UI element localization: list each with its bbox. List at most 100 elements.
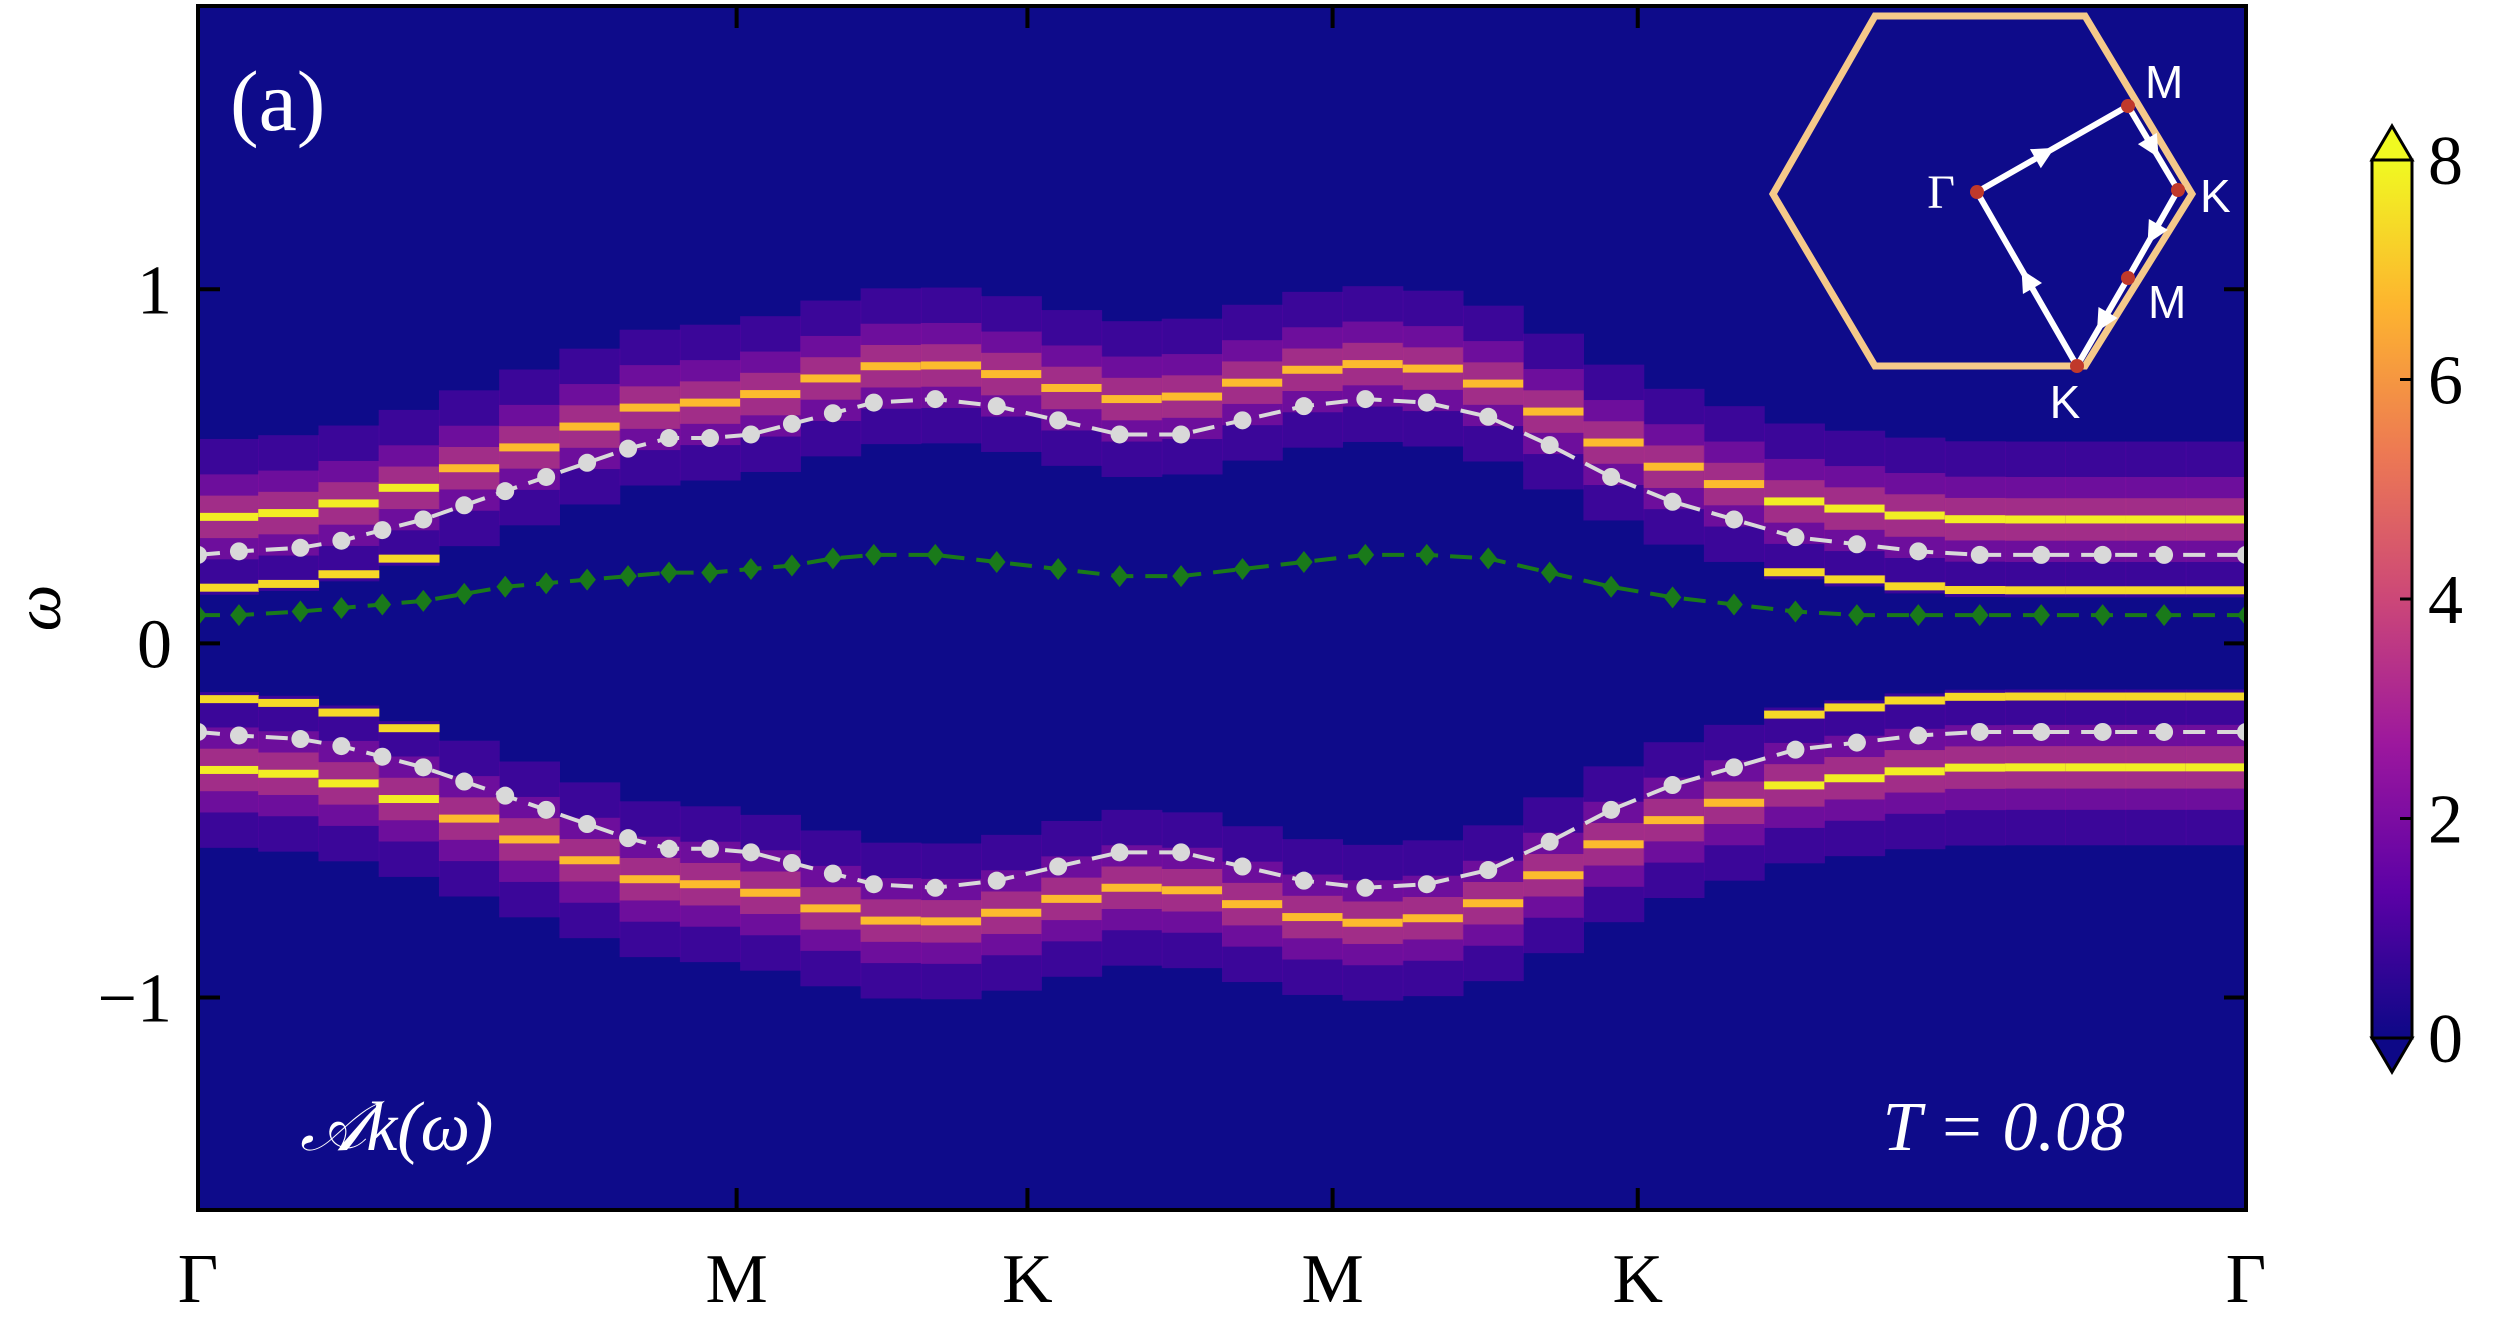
heatmap-peak [2125, 692, 2187, 701]
series-point [1356, 390, 1375, 409]
path-arrow-icon [2137, 132, 2159, 158]
series-point [1172, 565, 1190, 588]
heatmap-peak [2065, 586, 2127, 595]
colorbar-tick-label: 2 [2428, 782, 2463, 859]
series-point [1049, 411, 1068, 430]
series-point [578, 453, 597, 472]
series-point [701, 561, 719, 584]
heatmap-peak [1583, 840, 1645, 849]
series-point [455, 582, 474, 605]
series-point [1848, 604, 1866, 627]
heatmap-peak [2005, 763, 2066, 772]
heatmap-peak [1884, 767, 1946, 776]
series-point [1110, 425, 1129, 444]
series-point [229, 726, 248, 745]
series-point [1110, 843, 1129, 862]
series-point [701, 429, 719, 448]
heatmap-peak [1884, 511, 1946, 520]
heatmap-peak [1402, 364, 1464, 373]
series-point [496, 786, 515, 805]
heatmap-peak [258, 698, 320, 707]
series-point [660, 839, 679, 858]
heatmap-peak [1462, 899, 1524, 908]
y-tick-label: 1 [137, 252, 172, 329]
series-point [2093, 604, 2112, 627]
series-point [926, 878, 945, 897]
path-arrow-icon [2021, 269, 2043, 295]
series-point [414, 758, 433, 777]
heatmap-peak [1764, 497, 1825, 506]
heatmap-peak [2125, 515, 2187, 524]
series-point [2093, 545, 2112, 564]
heatmap-peak [981, 370, 1042, 379]
series-point [455, 772, 474, 791]
series-point [198, 722, 207, 741]
heatmap-peak [1222, 378, 1283, 387]
y-axis-title: ω [2, 585, 75, 632]
series-point [1540, 561, 1559, 584]
x-axis-ticks: Γ M K M K Γ [178, 6, 2266, 1318]
heatmap-peak [740, 390, 801, 399]
series-point [823, 864, 842, 883]
heatmap-peak [258, 769, 320, 778]
spectral-heatmap [198, 286, 2246, 1001]
series-point [619, 439, 638, 458]
series-point [2032, 722, 2051, 741]
y-axis-ticks: 1 0 −1 [98, 252, 2246, 1038]
series-point [414, 510, 433, 529]
series-point [1970, 722, 1989, 741]
series-point [332, 737, 351, 756]
series-point [1479, 407, 1498, 426]
series-point [537, 572, 555, 595]
series-point [291, 730, 310, 749]
series-point [1602, 467, 1621, 486]
heatmap-peak [740, 888, 801, 897]
inset-point-label: Γ [1927, 166, 1955, 219]
series-point [496, 482, 515, 501]
series-point [1294, 871, 1313, 890]
heatmap-peak [1884, 582, 1946, 591]
band-series [198, 390, 2246, 897]
heatmap-peak [198, 512, 259, 521]
series-point [1847, 535, 1866, 554]
series-point [782, 853, 801, 872]
heatmap-peak [1523, 407, 1585, 416]
heatmap-peak [800, 904, 862, 913]
series-point [1479, 547, 1498, 570]
heatmap-peak [1764, 568, 1825, 577]
series-point [1172, 425, 1191, 444]
heatmap-peak [499, 835, 561, 844]
heatmap-peak [1764, 710, 1825, 719]
x-tick-label: K [1002, 1241, 1053, 1318]
series-point [1110, 565, 1129, 588]
heatmap-peak [1342, 918, 1404, 927]
heatmap-peak [981, 908, 1042, 917]
series-point [1725, 510, 1743, 529]
series-point [1295, 550, 1313, 573]
series-point [1294, 397, 1313, 416]
series-point [1909, 726, 1928, 745]
heatmap-peak [499, 443, 561, 452]
brillouin-zone-inset: Γ M K M K [1768, 12, 2231, 428]
series-point [1356, 878, 1375, 897]
series-point [291, 600, 310, 623]
series-point [824, 547, 842, 570]
series-point [742, 558, 760, 581]
colorbar-min-extend [2369, 1036, 2415, 1075]
heatmap-peak [198, 695, 259, 704]
series-point [701, 839, 719, 858]
heatmap-peak [619, 875, 681, 884]
series-point [1725, 593, 1743, 616]
x-tick-label: K [1612, 1241, 1663, 1318]
series-point [291, 538, 310, 557]
heatmap-peak [559, 422, 621, 431]
series-point [2155, 604, 2173, 627]
heatmap-peak [1101, 395, 1163, 404]
heatmap-peak [1282, 913, 1344, 922]
heatmap-peak [679, 880, 741, 889]
symmetry-point [2121, 271, 2135, 285]
series-point [926, 543, 945, 566]
series-point [1663, 492, 1682, 511]
series-point [2237, 722, 2246, 741]
heatmap-peak [1944, 515, 2006, 524]
